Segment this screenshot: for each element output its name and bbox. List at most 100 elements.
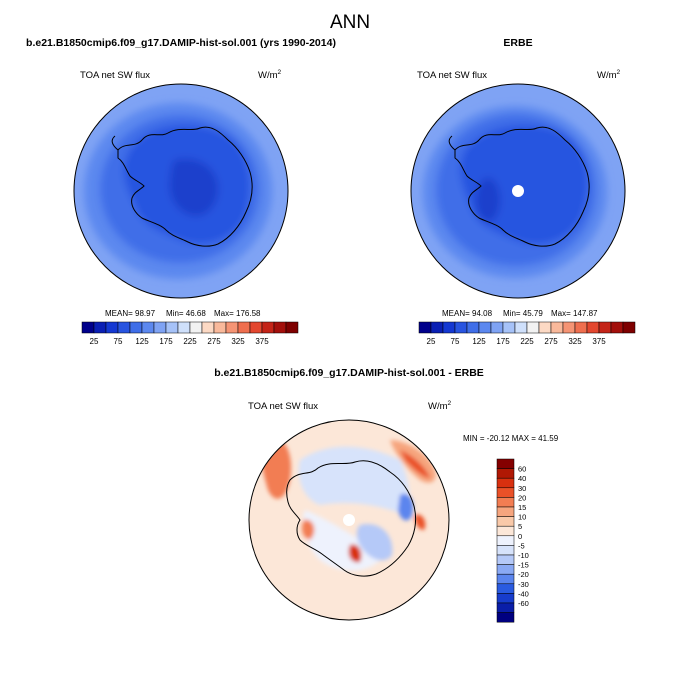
colorbar-a-swatch — [213, 321, 227, 334]
map-b-coastline — [454, 126, 590, 247]
colorbar-a-swatch — [129, 321, 143, 334]
colorbar-a-swatch — [261, 321, 275, 334]
colorbar-c-swatch — [496, 545, 515, 556]
colorbar-c-tick-label: -60 — [518, 599, 529, 608]
panel-b-min: Min= 45.79 — [503, 309, 543, 318]
panel-a-variable: TOA net SW flux — [80, 70, 150, 81]
colorbar-c-tick-label: -20 — [518, 570, 529, 579]
figure-title: ANN — [330, 12, 370, 33]
colorbar-c-tick-label: 40 — [518, 474, 526, 483]
panel-a-title: b.e21.B1850cmip6.f09_g17.DAMIP-hist-sol.… — [26, 37, 336, 49]
colorbar-a-tick-label: 275 — [207, 337, 221, 346]
map-c-east-hotspot — [400, 450, 430, 478]
panel-a-units: W/m2 — [258, 69, 282, 81]
colorbar-b-swatch — [430, 321, 444, 334]
colorbar-a-swatch — [273, 321, 287, 334]
colorbar-b-swatch — [442, 321, 456, 334]
colorbar-b-tick-label: 175 — [496, 337, 510, 346]
colorbar-b-tick-label: 325 — [568, 337, 582, 346]
colorbar-c-tick-label: 60 — [518, 465, 526, 474]
colorbar-b-swatch — [538, 321, 552, 334]
colorbar-a-tick-label: 325 — [231, 337, 245, 346]
colorbar-a: 25 75 125 175 225 275 325 375 — [81, 321, 299, 346]
panel-b-units: W/m2 — [597, 69, 621, 81]
map-c-polar-gap — [343, 514, 355, 526]
colorbar-c-swatch — [496, 583, 515, 594]
map-c-interior-cool-3 — [356, 524, 393, 561]
panel-a-map — [73, 83, 289, 299]
map-a-peninsula — [111, 135, 119, 151]
map-c-ross-hotspot — [302, 519, 315, 540]
colorbar-b-swatch — [490, 321, 504, 334]
colorbar-a-swatch — [81, 321, 95, 334]
colorbar-b-swatch — [502, 321, 516, 334]
colorbar-b-swatch — [454, 321, 468, 334]
map-a-plateau-fill — [169, 158, 219, 216]
colorbar-a-swatch — [105, 321, 119, 334]
panel-a-min: Min= 46.68 — [166, 309, 206, 318]
colorbar-b-swatch — [550, 321, 564, 334]
colorbar-a-tick-label: 75 — [114, 337, 123, 346]
colorbar-b-swatch — [562, 321, 576, 334]
map-b-polar-gap — [512, 185, 524, 197]
colorbar-c-tick-label: 15 — [518, 503, 526, 512]
colorbar-a-swatch — [93, 321, 107, 334]
panel-a-max: Max= 176.58 — [214, 309, 261, 318]
panel-b-max: Max= 147.87 — [551, 309, 598, 318]
colorbar-c-swatch — [496, 468, 515, 479]
colorbar-b-swatch — [586, 321, 600, 334]
colorbar-c-tick-label: -10 — [518, 551, 529, 560]
colorbar-c-swatch — [496, 497, 515, 508]
colorbar-c-tick-label: 20 — [518, 493, 526, 502]
map-c-coastline — [286, 460, 417, 577]
colorbar-c-swatch — [496, 593, 515, 604]
colorbar-c-tick-label: -40 — [518, 589, 529, 598]
colorbar-c-swatch — [496, 477, 515, 489]
colorbar-a-swatch — [153, 321, 167, 334]
panel-c-variable: TOA net SW flux — [248, 401, 318, 412]
map-b-border — [410, 83, 626, 299]
colorbar-a-tick-label: 125 — [135, 337, 149, 346]
panel-b-title: ERBE — [503, 37, 532, 49]
colorbar-c-tick-label: -30 — [518, 580, 529, 589]
panel-c-units: W/m2 — [428, 400, 452, 412]
colorbar-c-swatch — [496, 458, 515, 469]
colorbar-a-tick-label: 25 — [90, 337, 99, 346]
panel-b-map — [410, 83, 626, 299]
colorbar-b-tick-label: 25 — [427, 337, 436, 346]
colorbar-b-tick-label: 125 — [472, 337, 486, 346]
panel-b-variable: TOA net SW flux — [417, 70, 487, 81]
map-b-dark-patch — [476, 178, 500, 222]
colorbar-b-swatch — [598, 321, 612, 334]
colorbar-b-swatch — [574, 321, 588, 334]
colorbar-c-tick-label: 5 — [518, 522, 522, 531]
colorbar-a-swatch — [141, 321, 155, 334]
colorbar-b-swatch — [514, 321, 528, 334]
colorbar-c-swatch — [496, 487, 515, 498]
colorbar-c-swatch — [496, 564, 515, 575]
colorbar-a-swatch — [237, 321, 251, 334]
colorbar-b-swatch — [526, 321, 540, 334]
colorbar-c-swatch — [496, 602, 515, 613]
colorbar-c-swatch — [496, 535, 515, 546]
colorbar-a-tick-label: 225 — [183, 337, 197, 346]
panel-a-mean: MEAN= 98.97 — [105, 309, 156, 318]
colorbar-a-swatch — [165, 321, 179, 334]
map-a-border — [73, 83, 289, 299]
colorbar-c-swatch — [496, 612, 515, 623]
map-a-coastline — [117, 126, 253, 247]
colorbar-a-swatch — [189, 321, 203, 334]
colorbar-c-tick-label: 10 — [518, 513, 526, 522]
colorbar-c-tick-label: -5 — [518, 541, 525, 550]
colorbar-a-swatch — [225, 321, 239, 334]
colorbar-c-swatch — [496, 516, 515, 527]
colorbar-b-swatch — [478, 321, 492, 334]
colorbar-b-tick-label: 225 — [520, 337, 534, 346]
colorbar-c-swatch — [496, 573, 515, 585]
colorbar-a-tick-label: 175 — [159, 337, 173, 346]
colorbar-b-swatch — [418, 321, 432, 334]
colorbar-b-tick-label: 275 — [544, 337, 558, 346]
colorbar-c-swatch — [496, 554, 515, 565]
